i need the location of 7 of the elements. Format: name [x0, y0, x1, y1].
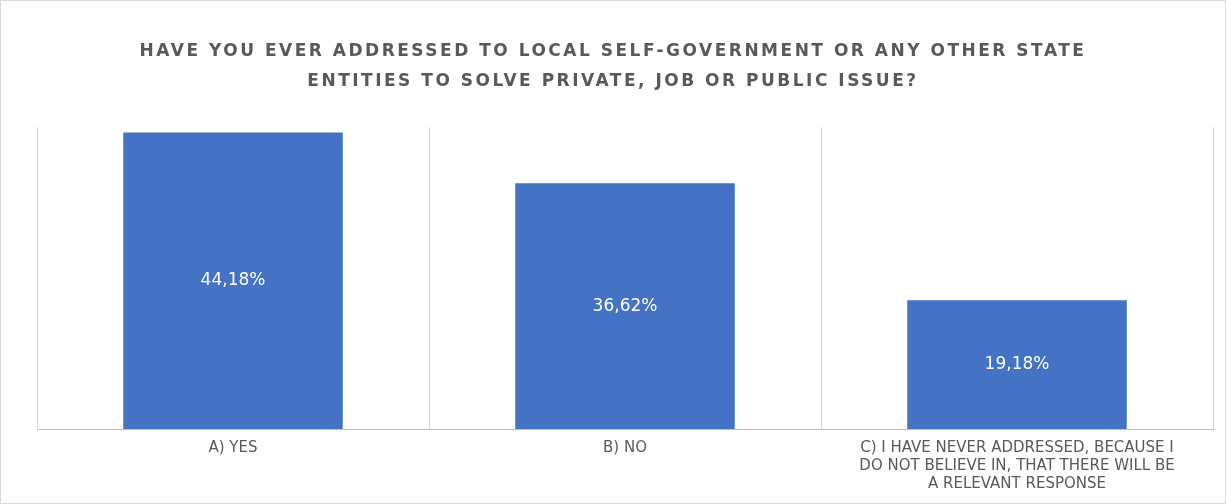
x-tick-label: A) YES [208, 437, 258, 456]
x-tick-label: C) I HAVE NEVER ADDRESSED, BECAUSE I DO NOT BELIEVE IN, THAT THERE WILL BE A RELEVANT RESPONSE [859, 437, 1175, 492]
data-label: 19,18% [984, 353, 1050, 374]
data-label: 44,18% [200, 269, 266, 290]
data-label: 36,62% [592, 294, 658, 315]
chart-title: HAVE YOU EVER ADDRESSED TO LOCAL SELF-GOVERNMENT OR ANY OTHER STATE ENTITIES TO SOLVE PRIVATE, JOB OR PUBLIC ISSUE? [138, 39, 1088, 92]
x-tick-label: B) NO [603, 437, 647, 456]
